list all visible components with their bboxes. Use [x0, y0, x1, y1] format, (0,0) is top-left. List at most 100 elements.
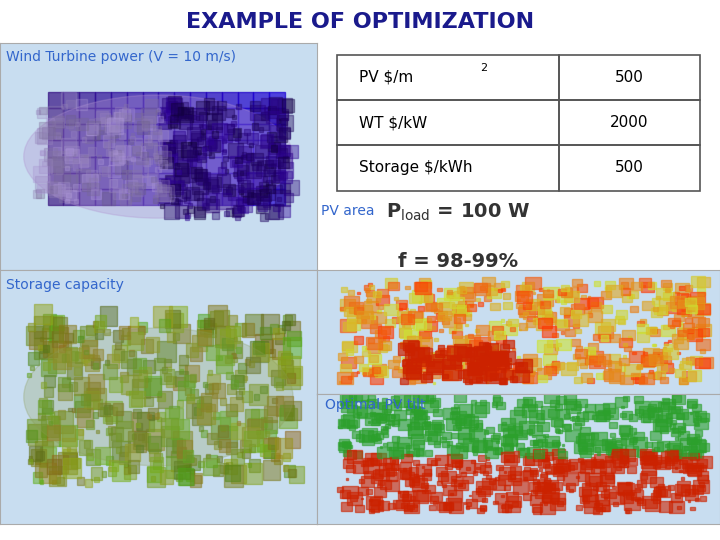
Bar — [361, 316, 377, 328]
Bar — [244, 463, 262, 484]
Bar — [238, 165, 248, 175]
Bar — [447, 345, 457, 352]
Bar — [104, 329, 110, 335]
Bar — [238, 140, 253, 157]
Bar — [658, 402, 670, 410]
Bar — [636, 366, 640, 369]
Bar — [111, 92, 127, 108]
Bar — [384, 336, 390, 341]
Bar — [452, 360, 464, 369]
Bar — [199, 396, 211, 409]
Bar — [109, 405, 112, 409]
Bar — [510, 466, 521, 475]
Bar — [450, 297, 464, 308]
Bar — [257, 196, 270, 210]
Bar — [426, 416, 429, 419]
Bar — [619, 279, 633, 289]
Bar — [688, 329, 693, 333]
Bar — [233, 197, 248, 213]
Bar — [425, 431, 436, 441]
Bar — [439, 302, 454, 314]
Bar — [85, 355, 99, 372]
Bar — [577, 399, 587, 407]
Bar — [95, 140, 111, 157]
Bar — [184, 215, 189, 220]
Bar — [247, 153, 254, 160]
Bar — [421, 280, 431, 288]
Bar — [600, 460, 615, 472]
Bar — [508, 471, 521, 481]
Bar — [115, 107, 127, 118]
Bar — [256, 430, 260, 434]
Bar — [289, 466, 304, 483]
Bar — [649, 327, 657, 333]
Bar — [79, 92, 95, 108]
Bar — [82, 183, 90, 191]
Bar — [174, 161, 177, 165]
Bar — [235, 369, 246, 382]
Bar — [231, 380, 238, 388]
Bar — [162, 139, 177, 155]
Bar — [41, 416, 59, 436]
Bar — [561, 288, 572, 297]
Bar — [233, 205, 244, 216]
Bar — [168, 96, 181, 110]
Bar — [192, 335, 207, 351]
Bar — [603, 485, 609, 490]
Bar — [283, 156, 289, 162]
Bar — [424, 469, 431, 475]
Bar — [91, 358, 100, 368]
Bar — [598, 410, 610, 420]
Bar — [142, 117, 155, 130]
Bar — [191, 389, 199, 399]
Bar — [431, 303, 442, 311]
Bar — [73, 161, 81, 170]
Bar — [523, 434, 526, 437]
Bar — [207, 454, 210, 458]
Bar — [496, 335, 506, 343]
Bar — [143, 157, 158, 173]
Bar — [89, 178, 96, 186]
Bar — [521, 295, 524, 298]
Bar — [424, 421, 430, 426]
Bar — [472, 471, 477, 475]
Bar — [359, 430, 374, 442]
Bar — [529, 425, 541, 435]
Bar — [525, 327, 527, 329]
Bar — [235, 323, 246, 335]
Bar — [680, 361, 691, 369]
Bar — [128, 326, 143, 343]
Bar — [388, 282, 399, 290]
Bar — [456, 365, 462, 370]
Bar — [138, 321, 147, 332]
Bar — [53, 348, 71, 369]
Bar — [148, 435, 161, 450]
Bar — [700, 413, 709, 421]
Bar — [76, 408, 93, 428]
Bar — [264, 192, 269, 197]
Bar — [408, 423, 410, 426]
Bar — [392, 356, 400, 362]
Bar — [87, 388, 106, 409]
Bar — [633, 437, 647, 449]
Bar — [166, 150, 174, 159]
Bar — [215, 326, 233, 347]
Bar — [190, 470, 194, 474]
Bar — [341, 415, 354, 426]
Bar — [423, 473, 431, 480]
Bar — [280, 172, 287, 179]
Bar — [557, 339, 572, 350]
Bar — [76, 118, 88, 130]
Bar — [367, 458, 370, 460]
Bar — [112, 330, 123, 342]
Bar — [485, 342, 498, 353]
Bar — [399, 316, 414, 328]
Bar — [683, 301, 695, 310]
Bar — [204, 98, 215, 110]
Bar — [41, 382, 46, 388]
Bar — [62, 354, 69, 362]
Bar — [541, 455, 549, 461]
Bar — [667, 443, 682, 455]
Bar — [340, 299, 356, 312]
Bar — [210, 310, 222, 326]
